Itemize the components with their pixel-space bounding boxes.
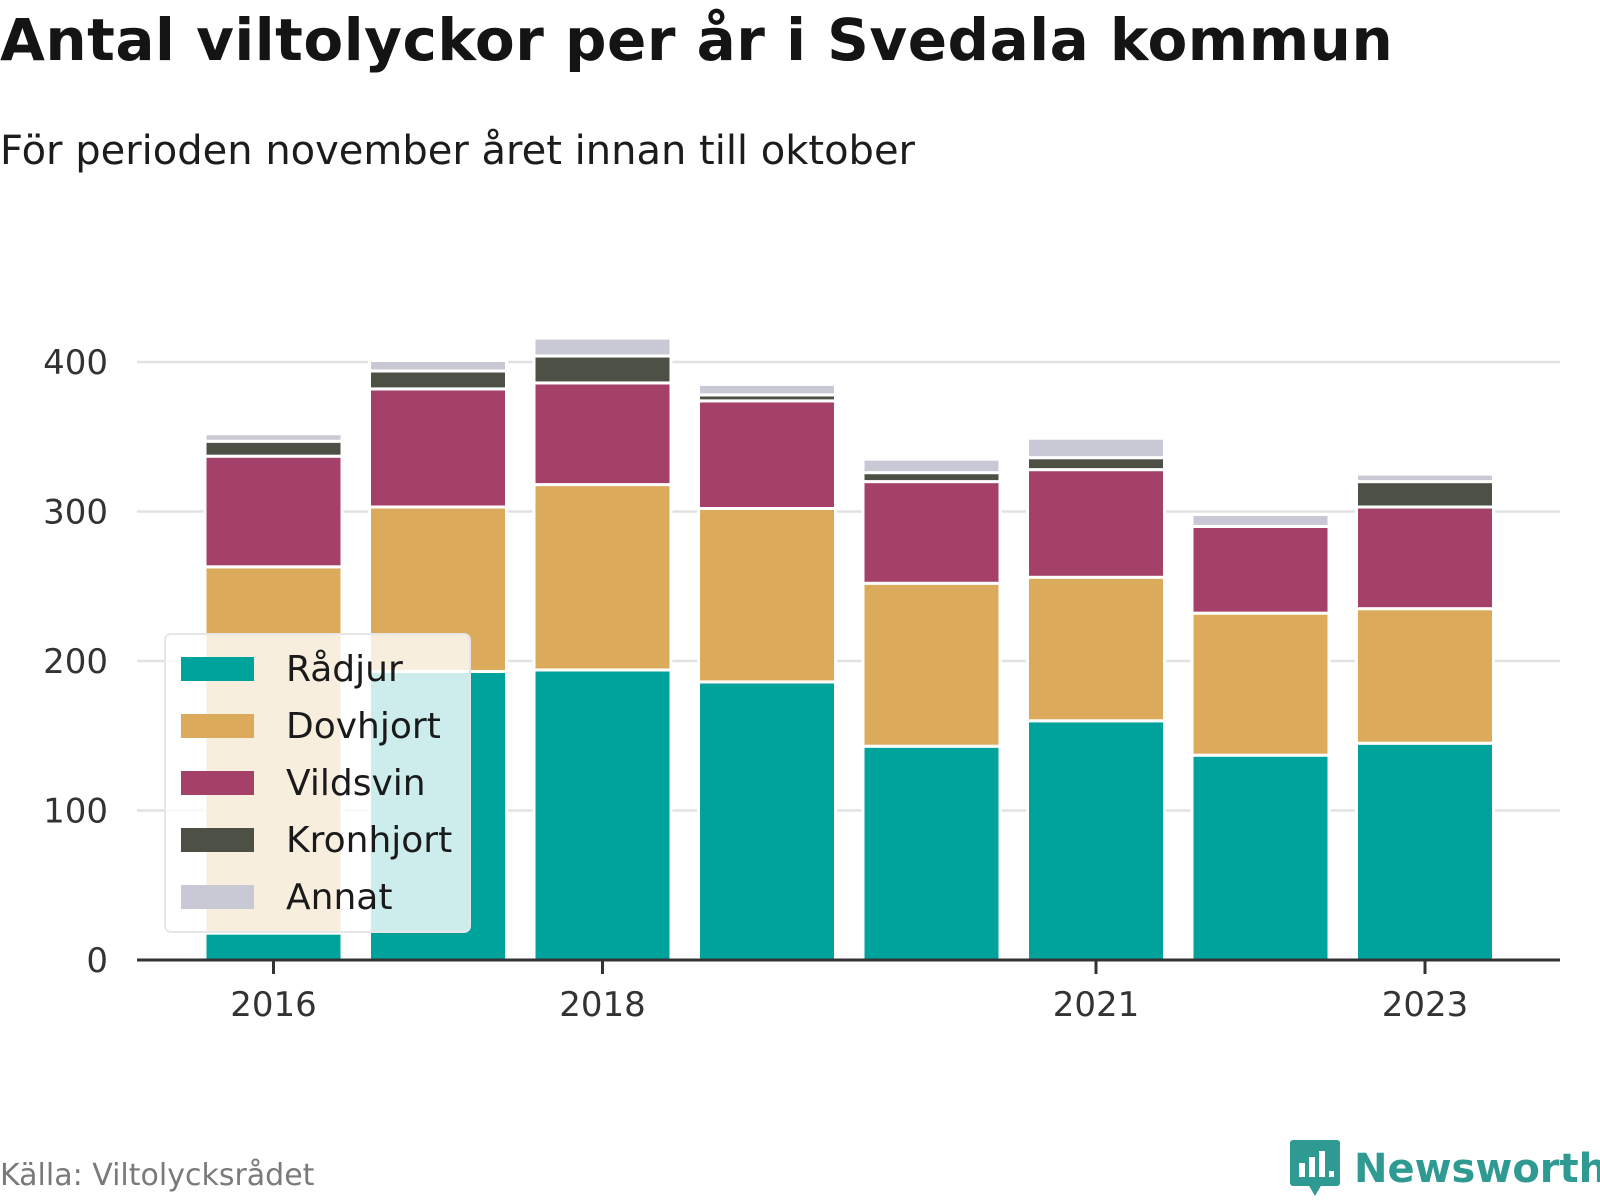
bar-segment (1190, 524, 1331, 615)
bar-segment (368, 369, 508, 391)
bar-segment (861, 581, 1002, 748)
bar-segment (697, 680, 837, 962)
legend-swatch (181, 714, 254, 738)
bar-segment (532, 668, 673, 962)
bar-segment (203, 439, 344, 458)
bars (203, 336, 1495, 962)
y-tick-label: 100 (43, 792, 108, 832)
legend-swatch (181, 771, 254, 795)
bar-segment (861, 744, 1002, 962)
bar-segment (532, 354, 673, 385)
bar-segment (1190, 611, 1331, 757)
legend-swatch (181, 828, 254, 852)
bar-segment (1026, 575, 1166, 723)
legend-box (164, 633, 471, 933)
brand-logo: Newsworthy (1290, 1140, 1600, 1198)
legend-label: Annat (286, 877, 392, 918)
x-tick-label: 2016 (230, 985, 317, 1025)
x-tick-label: 2023 (1382, 985, 1469, 1025)
x-tick-label: 2021 (1053, 985, 1140, 1025)
chart-title: Antal viltolyckor per år i Svedala kommu… (0, 6, 1394, 74)
bar-segment (1355, 505, 1495, 611)
bar-segment (532, 381, 673, 487)
y-tick-label: 300 (43, 493, 108, 533)
bar-segment (1026, 719, 1166, 962)
bar-segment (203, 432, 344, 443)
brand-name: Newsworthy (1354, 1146, 1600, 1192)
bar-segment (1190, 753, 1331, 962)
bar-segment (861, 480, 1002, 585)
bar-segment (1355, 472, 1495, 484)
legend-swatch (181, 885, 254, 909)
x-tick-label: 2018 (559, 985, 646, 1025)
bar-segment (1355, 480, 1495, 509)
bar-segment (697, 382, 837, 397)
bar-segment (697, 507, 837, 684)
source-note: Källa: Viltolycksrådet (0, 1158, 315, 1193)
newsworthy-logo-icon (1290, 1140, 1340, 1196)
bar-segment (368, 387, 508, 509)
bar-segment (203, 454, 344, 569)
bar-segment (1026, 436, 1166, 460)
y-tick-label: 400 (43, 343, 108, 383)
bar-segment (1355, 741, 1495, 962)
legend-swatch (181, 657, 254, 681)
legend-label: Vildsvin (286, 763, 426, 804)
chart-subtitle: För perioden november året innan till ok… (0, 128, 915, 174)
bar-segment (368, 359, 508, 373)
bar-segment (203, 931, 344, 962)
bar-segment (1026, 468, 1166, 579)
legend-label: Rådjur (286, 649, 403, 690)
bar-segment (1355, 607, 1495, 745)
bar-segment (1026, 456, 1166, 472)
legend-label: Kronhjort (286, 820, 452, 861)
y-tick-labels: 0 100 200 300 400 (43, 343, 108, 981)
bar-segment (532, 336, 673, 358)
x-axis: 2016 2018 2021 2023 (137, 958, 1560, 1025)
bar-segment (1190, 512, 1331, 528)
legend: Rådjur Dovhjort Vildsvin Kronhjort Annat (164, 633, 471, 933)
bar-segment (532, 483, 673, 672)
y-tick-label: 0 (86, 941, 108, 981)
bar-segment (697, 399, 837, 511)
y-tick-label: 200 (43, 642, 108, 682)
legend-label: Dovhjort (286, 706, 441, 747)
bar-segment (861, 457, 1002, 475)
